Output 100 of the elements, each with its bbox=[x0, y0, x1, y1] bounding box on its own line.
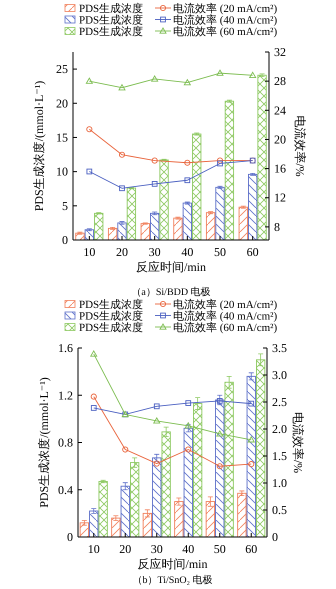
bar bbox=[206, 212, 216, 240]
x-axis-title: 反应时间/min bbox=[136, 260, 206, 274]
x-tick-label: 40 bbox=[181, 245, 194, 259]
bar bbox=[142, 512, 152, 538]
bar bbox=[111, 518, 120, 538]
bar bbox=[238, 206, 248, 240]
y2-axis-title: 电流效率/% bbox=[293, 115, 307, 177]
point bbox=[153, 417, 160, 424]
y-axis-title: PDS生成浓度/(mmol·L⁻¹) bbox=[37, 377, 51, 508]
legend-label: PDS生成浓度 bbox=[79, 14, 144, 26]
point bbox=[249, 72, 256, 78]
legend-label: 电流效率 (60 mA/cm²) bbox=[173, 321, 278, 334]
legend-label: 电流效率 (20 mA/cm²) bbox=[173, 298, 278, 311]
text: （b）Ti/SnO₂ 电极 bbox=[132, 574, 213, 586]
y2-tick-label: 32 bbox=[274, 45, 286, 59]
y2-tick-label: 1.0 bbox=[272, 476, 287, 490]
point bbox=[122, 446, 128, 453]
bar bbox=[248, 174, 258, 240]
point bbox=[248, 400, 254, 406]
y2-tick-label: 3.0 bbox=[272, 368, 287, 382]
point bbox=[217, 160, 223, 166]
bar bbox=[257, 74, 267, 240]
y-tick-label: 0 bbox=[67, 530, 73, 544]
bar bbox=[150, 212, 160, 240]
point bbox=[152, 181, 158, 187]
bar bbox=[174, 501, 184, 538]
point bbox=[119, 185, 125, 192]
point bbox=[216, 158, 224, 164]
y2-tick-label: 2.5 bbox=[272, 395, 287, 409]
y-tick-label: 10 bbox=[56, 164, 68, 179]
y2-tick-label: 2.0 bbox=[272, 422, 287, 436]
x-tick-label: 30 bbox=[150, 542, 163, 556]
y2-tick-label: 20 bbox=[274, 132, 286, 146]
legend-label: PDS生成浓度 bbox=[79, 25, 144, 38]
bar bbox=[192, 134, 202, 240]
bar bbox=[126, 188, 136, 240]
legend-label: 电流效率 (60 mA/cm²) bbox=[173, 25, 278, 38]
point bbox=[90, 394, 97, 400]
bar bbox=[94, 212, 104, 240]
bar bbox=[152, 457, 162, 538]
point bbox=[86, 78, 93, 84]
y2-tick-label: 1.5 bbox=[272, 449, 287, 463]
legend-label: PDS生成浓度 bbox=[79, 2, 144, 15]
point bbox=[248, 436, 255, 442]
point bbox=[184, 160, 190, 166]
point bbox=[216, 398, 223, 404]
point bbox=[118, 152, 126, 158]
bar bbox=[80, 522, 89, 538]
y2-tick-label: 8 bbox=[274, 220, 280, 234]
y-tick-label: 1.2 bbox=[58, 388, 73, 402]
point bbox=[118, 84, 126, 90]
point bbox=[152, 158, 158, 164]
point bbox=[154, 403, 160, 410]
x-tick-label: 10 bbox=[83, 245, 96, 259]
y2-tick-label: 0 bbox=[272, 530, 278, 544]
bar bbox=[215, 186, 225, 240]
x-tick-label: 20 bbox=[119, 542, 132, 556]
bar bbox=[237, 492, 246, 538]
point bbox=[86, 126, 92, 132]
point bbox=[216, 463, 223, 470]
x-tick-label: 20 bbox=[116, 245, 128, 259]
bar bbox=[224, 100, 234, 240]
legend-label: 电流效率 (40 mA/cm²) bbox=[173, 310, 278, 322]
point bbox=[86, 168, 92, 174]
legend-label: 电流效率 (20 mA/cm²) bbox=[173, 2, 278, 15]
y2-tick-label: 28 bbox=[274, 74, 286, 88]
legend-label: 电流效率 (40 mA/cm²) bbox=[173, 14, 278, 26]
y2-tick-label: 24 bbox=[274, 103, 286, 118]
y2-axis-title: 电流效率/% bbox=[291, 412, 305, 474]
point bbox=[185, 400, 192, 406]
x-tick-label: 30 bbox=[148, 245, 161, 259]
bar bbox=[182, 202, 192, 240]
y-tick-label: 0.8 bbox=[58, 436, 73, 450]
legend-label: PDS生成浓度 bbox=[79, 321, 144, 334]
point bbox=[184, 79, 191, 86]
x-tick-label: 60 bbox=[245, 542, 258, 556]
x-tick-label: 40 bbox=[182, 542, 194, 556]
bar bbox=[89, 510, 98, 538]
point bbox=[90, 350, 98, 357]
y2-tick-label: 12 bbox=[274, 190, 286, 205]
point bbox=[184, 177, 190, 184]
y-tick-label: 20 bbox=[56, 96, 68, 110]
y-tick-label: 0 bbox=[62, 233, 68, 247]
bar bbox=[184, 428, 193, 538]
x-tick-label: 50 bbox=[214, 542, 226, 556]
y2-tick-label: 3.5 bbox=[272, 341, 287, 355]
point bbox=[216, 430, 224, 437]
y-tick-label: 1.6 bbox=[58, 341, 73, 355]
y-tick-label: 15 bbox=[56, 130, 68, 144]
y-tick-label: 0.4 bbox=[58, 482, 73, 497]
bar bbox=[98, 481, 108, 538]
x-tick-label: 10 bbox=[88, 542, 100, 556]
bar bbox=[173, 218, 183, 240]
bar bbox=[117, 222, 127, 240]
legend-label: PDS生成浓度 bbox=[79, 310, 144, 322]
x-axis-title: 反应时间/min bbox=[137, 557, 208, 571]
point bbox=[184, 422, 192, 428]
bar bbox=[140, 223, 150, 240]
point bbox=[216, 70, 224, 76]
y2-tick-label: 0.5 bbox=[272, 503, 287, 517]
